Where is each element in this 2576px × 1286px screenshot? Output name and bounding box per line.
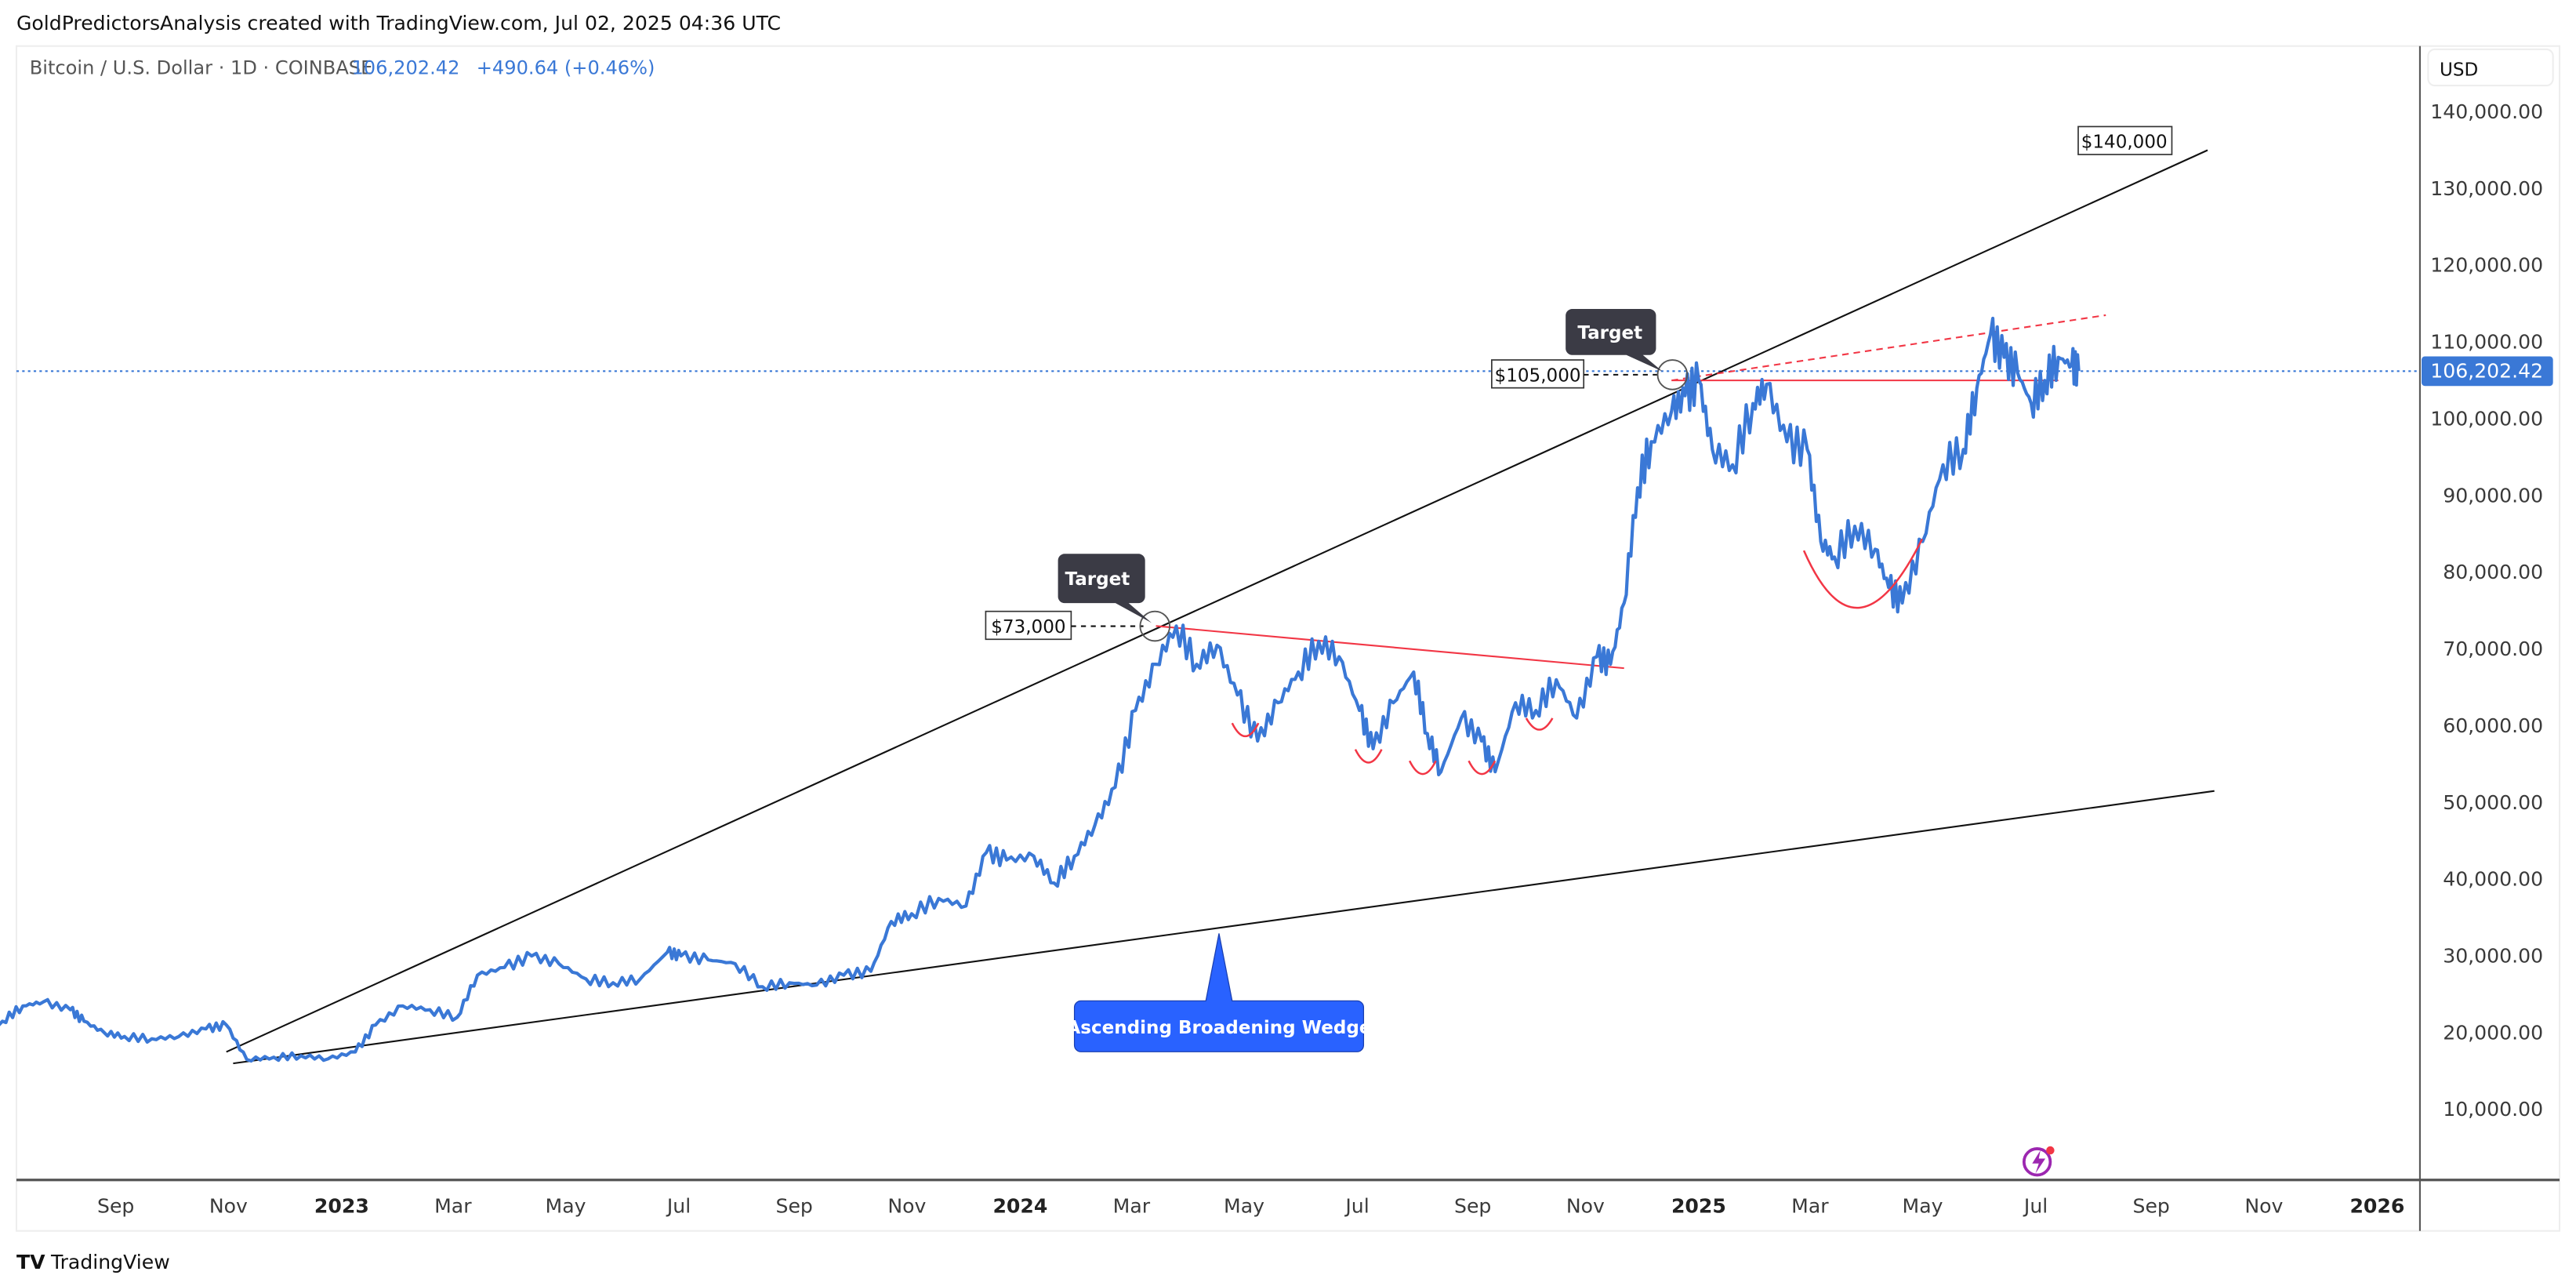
resistance-line-2024[interactable]: [1156, 625, 1624, 670]
target-circle-2: [1656, 359, 1689, 391]
price-tick-label: 110,000.00: [2430, 331, 2543, 354]
price-tick-label: 70,000.00: [2443, 638, 2543, 660]
symbol-legend: Bitcoin / U.S. Dollar · 1D · COINBASE 10…: [30, 56, 655, 78]
time-tick-label: Sep: [776, 1195, 813, 1218]
target-label-2: Target: [1577, 323, 1642, 343]
time-tick-label: Sep: [97, 1195, 134, 1218]
time-tick-label: Sep: [1454, 1195, 1491, 1218]
price-tick-label: 80,000.00: [2443, 561, 2543, 583]
currency-label: USD: [2440, 60, 2478, 80]
arc-oct-2024: [1525, 717, 1554, 731]
price-label-140000: $140,000: [2081, 133, 2168, 153]
drawings: [226, 149, 2215, 1065]
dashed-resistance-2025[interactable]: [1671, 314, 2106, 382]
time-tick-label: 2025: [1671, 1195, 1726, 1218]
wedge-label: Ascending Broadening Wedge: [1066, 1018, 1371, 1038]
price-tick-label: 60,000.00: [2443, 714, 2543, 737]
price-callout-73000[interactable]: $73,000: [985, 610, 1144, 641]
time-tick-label: May: [1903, 1195, 1943, 1218]
time-tick-label: Nov: [1566, 1195, 1605, 1218]
attribution-text: GoldPredictorsAnalysis created with Trad…: [16, 12, 781, 35]
target-callout-1[interactable]: Target: [1058, 554, 1152, 623]
price-callout-105000[interactable]: $105,000: [1491, 359, 1660, 389]
price-tick-label: 140,000.00: [2430, 100, 2543, 123]
price-tick-label: 50,000.00: [2443, 791, 2543, 814]
upper-wedge-trendline[interactable]: [226, 149, 2208, 1053]
time-tick-label: Nov: [2244, 1195, 2283, 1218]
last-price: 106,202.42: [351, 56, 459, 78]
current-price-label: [2422, 356, 2553, 387]
time-tick-label: May: [546, 1195, 586, 1218]
arc-sep-2024: [1468, 760, 1497, 776]
target-circle-1: [1139, 610, 1171, 642]
time-tick-label: Mar: [1113, 1195, 1151, 1218]
price-tick-label: 40,000.00: [2443, 868, 2543, 891]
time-tick-label: 2024: [992, 1195, 1047, 1218]
price-callout-140000[interactable]: $140,000: [2077, 125, 2173, 155]
time-tick-label: Mar: [1791, 1195, 1829, 1218]
wedge-callout[interactable]: Ascending Broadening Wedge: [1066, 933, 1372, 1052]
time-tick-label: 2026: [2349, 1195, 2404, 1218]
tv-logo-icon: TV: [16, 1251, 45, 1273]
time-tick-label: Mar: [434, 1195, 472, 1218]
lower-wedge-trendline[interactable]: [233, 790, 2215, 1065]
arc-cup-2025: [1802, 538, 1924, 609]
price-tick-label: 120,000.00: [2430, 254, 2543, 277]
time-axis[interactable]: Sep Nov 2023 Mar May Jul Sep Nov 2024 Mar May Jul Se…: [97, 1195, 2404, 1218]
price-tick-label: 90,000.00: [2443, 484, 2543, 507]
price-axis[interactable]: 140,000.00 130,000.00 120,000.00 110,000.00…: [2430, 100, 2543, 1121]
time-tick-label: 2023: [314, 1195, 369, 1218]
price-tick-label: 100,000.00: [2430, 407, 2543, 430]
time-tick-label: Nov: [887, 1195, 926, 1218]
alert-icon[interactable]: [2022, 1146, 2055, 1177]
target-label-1: Target: [1065, 569, 1130, 590]
price-tick-label: 30,000.00: [2443, 945, 2543, 968]
symbol-title[interactable]: Bitcoin / U.S. Dollar · 1D · COINBASE: [30, 56, 373, 78]
pattern-arcs: [1231, 538, 1924, 776]
price-series-line: [0, 316, 2081, 1063]
arc-may-2024: [1231, 722, 1260, 738]
currency-button[interactable]: [2427, 48, 2554, 87]
time-tick-label: May: [1224, 1195, 1264, 1218]
price-tick-label: 130,000.00: [2430, 177, 2543, 200]
time-tick-label: Jul: [2023, 1195, 2048, 1218]
time-tick-label: Jul: [666, 1195, 691, 1218]
arc-jul-2024: [1354, 749, 1383, 764]
tv-logo-text: TradingView: [50, 1251, 170, 1273]
price-label-105000: $105,000: [1495, 365, 1581, 386]
price-tick-label: 10,000.00: [2443, 1098, 2543, 1121]
time-tick-label: Sep: [2133, 1195, 2170, 1218]
arc-aug-2024: [1408, 760, 1437, 776]
time-tick-label: Jul: [1344, 1195, 1369, 1218]
target-callout-2[interactable]: Target: [1566, 309, 1663, 372]
tradingview-logo[interactable]: TV TradingView: [16, 1251, 170, 1273]
price-tick-label: 20,000.00: [2443, 1021, 2543, 1044]
time-tick-label: Nov: [209, 1195, 248, 1218]
price-change: +490.64 (+0.46%): [477, 56, 655, 78]
price-label-73000: $73,000: [991, 617, 1065, 638]
current-price-text: 106,202.42: [2430, 360, 2543, 383]
